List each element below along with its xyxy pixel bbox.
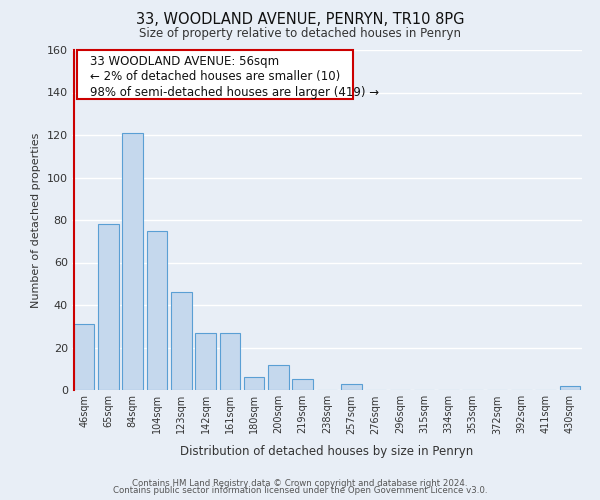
Bar	[195, 332, 216, 390]
Text: Contains HM Land Registry data © Crown copyright and database right 2024.: Contains HM Land Registry data © Crown c…	[132, 478, 468, 488]
Text: 33, WOODLAND AVENUE, PENRYN, TR10 8PG: 33, WOODLAND AVENUE, PENRYN, TR10 8PG	[136, 12, 464, 28]
FancyBboxPatch shape	[77, 50, 353, 100]
Text: Contains public sector information licensed under the Open Government Licence v3: Contains public sector information licen…	[113, 486, 487, 495]
Bar	[74, 324, 94, 390]
Bar	[98, 224, 119, 390]
Text: 33 WOODLAND AVENUE: 56sqm: 33 WOODLAND AVENUE: 56sqm	[90, 55, 279, 68]
X-axis label: Distribution of detached houses by size in Penryn: Distribution of detached houses by size …	[181, 445, 473, 458]
Bar	[146, 230, 167, 390]
Bar	[292, 380, 313, 390]
Bar	[268, 364, 289, 390]
Bar	[560, 386, 580, 390]
Bar	[244, 378, 265, 390]
Text: Size of property relative to detached houses in Penryn: Size of property relative to detached ho…	[139, 28, 461, 40]
Text: 98% of semi-detached houses are larger (419) →: 98% of semi-detached houses are larger (…	[90, 86, 379, 98]
Text: ← 2% of detached houses are smaller (10): ← 2% of detached houses are smaller (10)	[90, 70, 340, 84]
Bar	[122, 133, 143, 390]
Bar	[341, 384, 362, 390]
Bar	[171, 292, 191, 390]
Y-axis label: Number of detached properties: Number of detached properties	[31, 132, 41, 308]
Bar	[220, 332, 240, 390]
